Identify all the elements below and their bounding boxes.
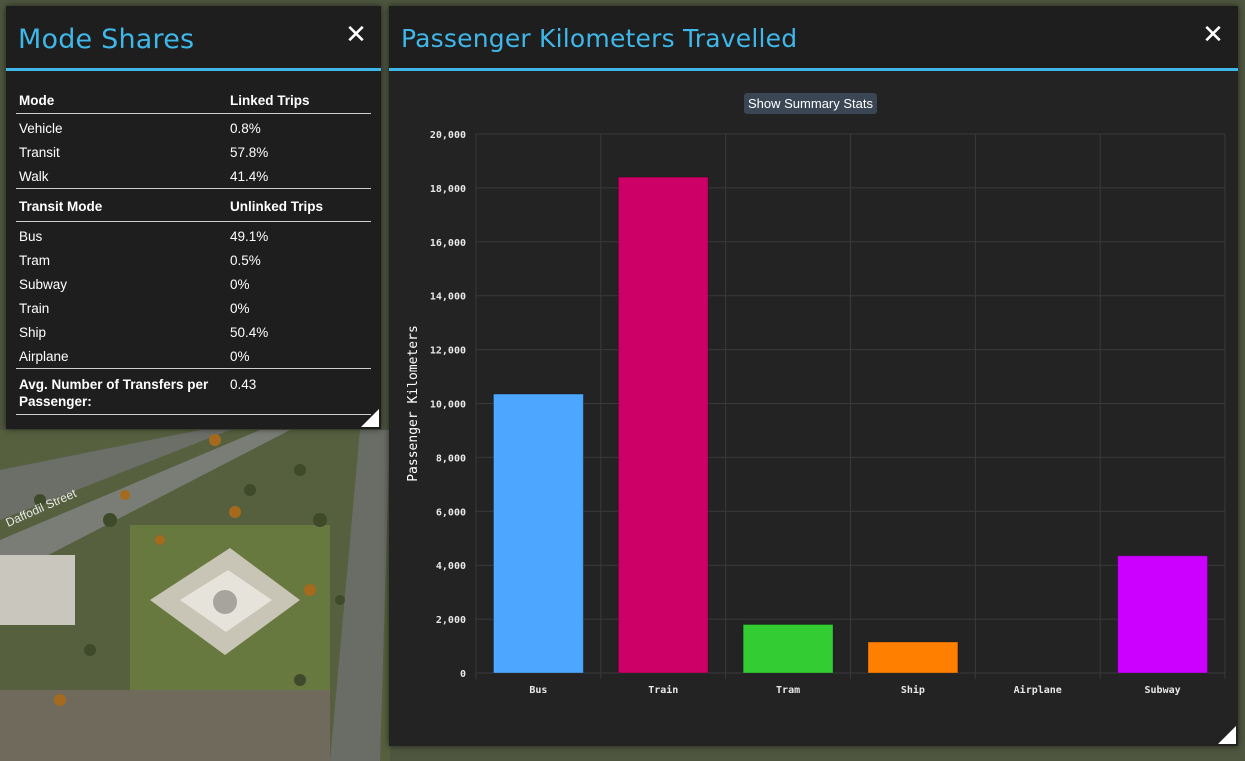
bar-train: [617, 176, 709, 674]
transfers-row: Avg. Number of Transfers per Passenger: …: [16, 368, 371, 415]
transit-mode-value: 0.5%: [230, 252, 261, 268]
y-tick-label: 6,000: [436, 507, 466, 518]
mode-name: Vehicle: [19, 120, 63, 136]
pkt-bar-chart: 0 2,000 4,000 6,000 8,000 10,000 12,000 14,000 1…: [389, 6, 1238, 746]
transit-mode-column-header: Transit Mode: [19, 198, 103, 214]
mode-name: Walk: [19, 168, 49, 184]
mode-shares-table: Mode Linked Trips Vehicle 0.8% Transit 5…: [6, 71, 381, 415]
transit-mode-name: Train: [19, 300, 50, 316]
table-row: Train 0%: [16, 296, 371, 320]
y-tick-label: 14,000: [430, 292, 466, 303]
linked-trips-column-header: Linked Trips: [230, 92, 310, 108]
transit-mode-name: Ship: [19, 324, 47, 340]
table-row: Ship 50.4%: [16, 320, 371, 344]
pkt-header[interactable]: Passenger Kilometers Travelled ✕: [389, 6, 1238, 71]
mode-share-value: 41.4%: [230, 168, 269, 184]
pkt-title: Passenger Kilometers Travelled: [401, 24, 798, 53]
mode-share-value: 0.8%: [230, 120, 261, 136]
table-row: Vehicle 0.8%: [16, 116, 371, 140]
x-tick-label: Bus: [529, 685, 547, 696]
mode-column-header: Mode: [19, 92, 55, 108]
transfers-value: 0.43: [230, 377, 257, 392]
resize-handle-icon[interactable]: [361, 409, 379, 427]
table-row: Airplane 0%: [16, 344, 371, 368]
pkt-close-icon[interactable]: ✕: [1202, 20, 1224, 50]
bar-subway: [1117, 555, 1209, 674]
transit-mode-value: 49.1%: [230, 228, 269, 244]
y-tick-label: 8,000: [436, 453, 466, 464]
mode-shares-title: Mode Shares: [18, 24, 195, 55]
y-tick-label: 12,000: [430, 346, 466, 357]
linked-trips-header: Mode Linked Trips: [16, 87, 371, 114]
table-row: Bus 49.1%: [16, 224, 371, 248]
unlinked-trips-column-header: Unlinked Trips: [230, 198, 324, 214]
y-axis-label: Passenger Kilometers: [406, 325, 421, 482]
bar-bus: [492, 393, 584, 674]
y-tick-label: 20,000: [430, 130, 466, 141]
y-tick-label: 10,000: [430, 400, 466, 411]
mode-name: Transit: [19, 144, 60, 160]
bar-tram: [742, 623, 834, 674]
bar-ship: [867, 641, 959, 674]
table-row: Tram 0.5%: [16, 248, 371, 272]
pkt-panel: 0 2,000 4,000 6,000 8,000 10,000 12,000 14,000 1…: [389, 6, 1238, 746]
transit-mode-value: 0%: [230, 276, 250, 292]
mode-shares-panel: Mode Shares ✕ Mode Linked Trips Vehicle …: [6, 6, 381, 429]
resize-handle-icon[interactable]: [1218, 726, 1236, 744]
table-row: Subway 0%: [16, 272, 371, 296]
transit-mode-name: Tram: [19, 252, 50, 268]
transit-mode-name: Bus: [19, 228, 43, 244]
transit-mode-value: 0%: [230, 348, 250, 364]
show-summary-stats-button[interactable]: Show Summary Stats: [744, 93, 877, 114]
y-tick-label: 16,000: [430, 238, 466, 249]
table-row: Transit 57.8%: [16, 140, 371, 164]
y-tick-label: 2,000: [436, 615, 466, 626]
x-tick-label: Subway: [1145, 685, 1181, 696]
x-tick-label: Airplane: [1014, 684, 1062, 696]
transfers-label: Avg. Number of Transfers per Passenger:: [19, 377, 209, 409]
y-tick-label: 0: [460, 669, 466, 680]
x-tick-label: Ship: [901, 684, 925, 696]
transit-mode-value: 0%: [230, 300, 250, 316]
transit-mode-name: Subway: [19, 276, 68, 292]
x-tick-label: Tram: [776, 685, 800, 696]
unlinked-trips-header: Transit Mode Unlinked Trips: [16, 188, 371, 222]
y-tick-label: 4,000: [436, 561, 466, 572]
table-row: Walk 41.4%: [16, 164, 371, 188]
x-tick-label: Train: [648, 684, 678, 696]
mode-share-value: 57.8%: [230, 144, 269, 160]
y-tick-label: 18,000: [430, 184, 466, 195]
transit-mode-value: 50.4%: [230, 324, 269, 340]
mode-shares-close-icon[interactable]: ✕: [345, 20, 367, 50]
mode-shares-header[interactable]: Mode Shares ✕: [6, 6, 381, 71]
transit-mode-name: Airplane: [19, 348, 69, 364]
